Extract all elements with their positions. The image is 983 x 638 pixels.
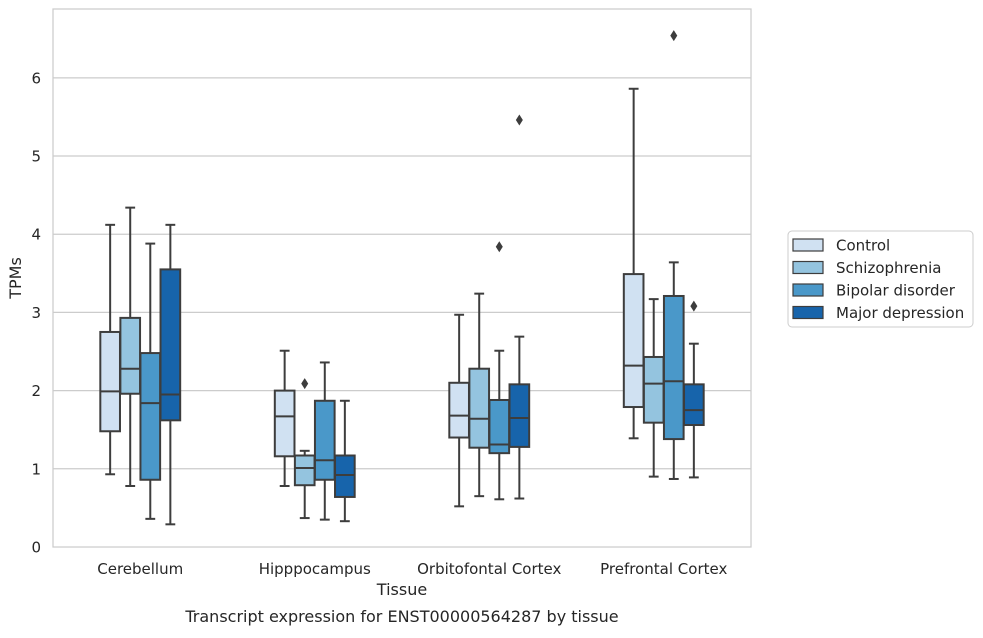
box-1-2 bbox=[313, 361, 336, 521]
legend-swatch bbox=[792, 305, 824, 320]
box-1-3 bbox=[334, 399, 356, 523]
outlier-point bbox=[495, 241, 503, 253]
x-tick-label: Prefrontal Cortex bbox=[600, 560, 727, 578]
box-iqr bbox=[468, 367, 491, 449]
box-layer bbox=[99, 30, 705, 526]
chart-caption: Transcript expression for ENST0000056428… bbox=[184, 607, 618, 626]
box-0-0 bbox=[99, 223, 121, 476]
outlier-point bbox=[301, 378, 309, 390]
legend-label: Bipolar disorder bbox=[836, 282, 956, 300]
box-iqr bbox=[99, 330, 121, 433]
box-iqr bbox=[313, 399, 336, 481]
x-tick-label: Cerebellum bbox=[97, 560, 183, 578]
box-iqr bbox=[642, 355, 665, 424]
box-iqr bbox=[622, 273, 645, 409]
box-iqr bbox=[273, 389, 296, 458]
y-tick-label: 4 bbox=[31, 226, 41, 244]
box-iqr bbox=[139, 352, 162, 481]
box-iqr bbox=[334, 454, 356, 498]
legend-frame bbox=[787, 230, 974, 328]
box-3-1 bbox=[642, 298, 665, 478]
x-axis-label: Tissue bbox=[376, 580, 427, 599]
legend: Control Schizophrenia Bipolar disorder Majo… bbox=[787, 230, 974, 328]
box-3-2 bbox=[662, 30, 685, 480]
y-tick-label: 1 bbox=[31, 460, 41, 478]
outlier-point bbox=[690, 300, 698, 312]
y-tick-label: 6 bbox=[31, 69, 41, 87]
legend-label: Control bbox=[836, 237, 890, 255]
axis-layer: 0 1 2 3 4 5 6 Cerebellum Hipppocampus Orbitofonta… bbox=[31, 69, 727, 578]
y-tick-label: 5 bbox=[31, 148, 41, 166]
box-iqr bbox=[662, 294, 685, 441]
legend-label: Schizophrenia bbox=[836, 259, 941, 277]
legend-swatch bbox=[792, 238, 824, 252]
x-tick-label: Orbitofontal Cortex bbox=[417, 560, 561, 578]
box-2-2 bbox=[488, 241, 511, 501]
box-2-3 bbox=[508, 114, 531, 500]
box-iqr bbox=[508, 383, 531, 448]
legend-label: Major depression bbox=[836, 304, 964, 322]
outlier-point bbox=[670, 30, 678, 42]
legend-swatch bbox=[792, 283, 824, 297]
legend-swatch bbox=[792, 260, 824, 275]
plot-frame bbox=[52, 8, 752, 548]
box-3-0 bbox=[622, 87, 645, 440]
box-iqr bbox=[683, 383, 705, 427]
box-1-1 bbox=[293, 378, 316, 520]
box-iqr bbox=[448, 381, 470, 439]
box-3-3 bbox=[683, 300, 705, 479]
y-tick-label: 2 bbox=[31, 382, 41, 400]
outlier-point bbox=[515, 114, 523, 126]
x-tick-label: Hipppocampus bbox=[259, 560, 371, 578]
box-1-0 bbox=[273, 349, 296, 488]
box-0-2 bbox=[139, 242, 162, 520]
y-tick-label: 3 bbox=[31, 304, 41, 322]
box-iqr bbox=[159, 268, 182, 422]
box-0-3 bbox=[159, 223, 182, 526]
box-iqr bbox=[119, 316, 142, 395]
box-iqr bbox=[293, 454, 316, 487]
y-axis-label: TPMs bbox=[6, 257, 25, 300]
y-tick-label: 0 bbox=[31, 539, 41, 557]
